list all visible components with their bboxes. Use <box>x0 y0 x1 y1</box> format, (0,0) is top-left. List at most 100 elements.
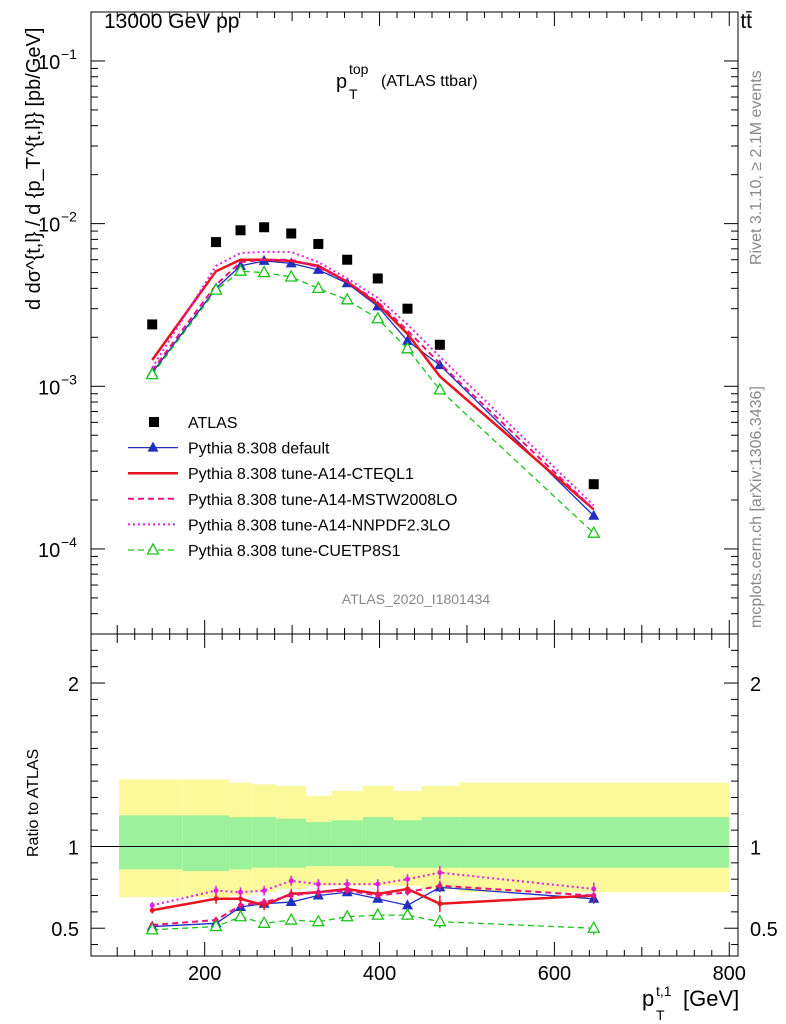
ratio-point-4-6 <box>340 909 354 922</box>
inner-band-6 <box>331 820 363 867</box>
process-label: tt̄ <box>740 10 752 33</box>
main-point-1-5 <box>312 263 324 274</box>
main-point-5-1 <box>209 282 223 295</box>
title-sup: top <box>349 61 369 77</box>
main-point-5-5 <box>311 281 325 294</box>
inner-band-10 <box>459 817 730 868</box>
ratio-uncertainty-bands <box>118 779 730 898</box>
main-point-5-3 <box>257 265 271 278</box>
inner-band-3 <box>251 817 277 868</box>
ratio-y-axis-label: Ratio to ATLAS <box>25 749 42 857</box>
x-tick-label-3: 800 <box>713 963 746 985</box>
ratio-y-tick-label-right-1: 1 <box>750 837 761 859</box>
main-series-5 <box>145 263 601 538</box>
ratio-axis-ticks: 0.5 0.5 1 1 2 2 200 400 600 800 <box>51 634 778 985</box>
main-line-2 <box>151 258 595 511</box>
ratio-point-3-1 <box>213 888 219 894</box>
title-main: p <box>336 71 347 93</box>
analysis-label: ATLAS_2020_I1801434 <box>342 591 491 607</box>
x-axis-label: p t,1 T [GeV] <box>642 983 739 1023</box>
main-point-5-2 <box>233 263 248 276</box>
ratio-point-2-8 <box>405 889 411 895</box>
x-tick-label-2: 600 <box>538 963 571 985</box>
ratio-point-2-9 <box>437 883 443 889</box>
y-tick-label-base-2: 10 <box>38 377 60 399</box>
legend: ATLAS Pythia 8.308 default Pythia 8.308 tu… <box>128 415 457 560</box>
ratio-point-3-7 <box>375 881 381 887</box>
legend-marker-5 <box>146 542 160 555</box>
legend-label-3: Pythia 8.308 tune-A14-MSTW2008LO <box>188 492 457 509</box>
main-point-0-9 <box>434 339 445 350</box>
ratio-point-4-4 <box>284 912 298 925</box>
main-point-1-8 <box>402 334 414 345</box>
ratio-point-2-3 <box>261 899 267 905</box>
main-point-0-2 <box>235 225 246 236</box>
title-sub: T <box>349 86 358 102</box>
ratio-point-4-2 <box>233 909 248 922</box>
ratio-point-2-6 <box>344 888 350 894</box>
main-point-5-0 <box>145 367 159 380</box>
main-point-5-8 <box>400 341 415 354</box>
ratio-y-tick-label-left-0: 0.5 <box>51 919 79 941</box>
ratio-series-group <box>145 866 601 935</box>
ratio-point-1-2 <box>238 896 244 902</box>
ratio-point-3-2 <box>238 889 244 895</box>
legend-label-5: Pythia 8.308 tune-CUETP8S1 <box>188 543 401 560</box>
main-point-5-6 <box>340 292 354 305</box>
ratio-point-2-5 <box>315 889 321 895</box>
main-point-1-9 <box>434 359 446 370</box>
ratio-point-4-10 <box>587 920 601 933</box>
y-tick-label-base-3: 10 <box>38 540 60 562</box>
ratio-point-3-4 <box>288 878 294 884</box>
main-point-0-3 <box>259 222 270 233</box>
y-tick-label-exp-1: −2 <box>61 209 77 225</box>
ratio-point-1-1 <box>213 896 219 902</box>
ratio-point-4-1 <box>209 919 223 932</box>
main-point-1-10 <box>588 509 600 520</box>
ratio-y-tick-label-left-2: 2 <box>68 674 79 696</box>
ratio-point-2-2 <box>238 902 244 908</box>
ratio-point-3-9 <box>437 870 443 876</box>
y-tick-label-exp-3: −4 <box>61 534 77 550</box>
ratio-point-4-7 <box>371 907 385 920</box>
xlabel-sub: T <box>656 1007 665 1023</box>
xlabel-main: p <box>642 986 654 1011</box>
energy-label: 13000 GeV pp <box>104 10 239 33</box>
main-line-3 <box>151 258 595 511</box>
ratio-line-4 <box>152 914 594 931</box>
ratio-point-0-4 <box>285 896 297 907</box>
ratio-series-4 <box>145 907 601 935</box>
ratio-y-tick-label-left-1: 1 <box>68 837 79 859</box>
ratio-point-3-6 <box>344 881 350 887</box>
ratio-y-tick-label-right-2: 2 <box>750 674 761 696</box>
title-tail: (ATLAS ttbar) <box>381 73 478 90</box>
legend-label-0: ATLAS <box>188 415 238 432</box>
y-tick-label-exp-0: −1 <box>61 46 77 62</box>
x-tick-label-0: 200 <box>188 963 221 985</box>
main-point-0-4 <box>286 228 297 239</box>
inner-band-2 <box>229 817 252 870</box>
inner-band-1 <box>182 815 230 872</box>
ratio-point-3-8 <box>405 876 411 882</box>
inner-band-5 <box>306 821 332 867</box>
plot-title: p top T (ATLAS ttbar) <box>336 61 478 102</box>
main-point-5-10 <box>587 525 601 538</box>
main-point-0-10 <box>588 479 599 490</box>
ratio-point-2-7 <box>375 893 381 899</box>
main-series-2 <box>151 258 595 511</box>
ratio-point-4-0 <box>145 922 159 935</box>
inner-band-4 <box>276 818 307 868</box>
ratio-line-3 <box>151 871 594 907</box>
main-series-0 <box>147 222 599 490</box>
rivet-version-label: Rivet 3.1.10, ≥ 2.1M events <box>748 70 765 265</box>
main-point-0-6 <box>342 254 353 265</box>
main-point-0-1 <box>211 237 222 248</box>
xlabel-tail: [GeV] <box>683 986 739 1011</box>
inner-band-9 <box>421 817 460 868</box>
ratio-point-4-5 <box>311 914 325 927</box>
legend-marker-0 <box>149 417 159 427</box>
main-point-0-5 <box>313 238 324 249</box>
main-point-0-7 <box>372 273 383 284</box>
legend-marker-1 <box>147 441 159 452</box>
